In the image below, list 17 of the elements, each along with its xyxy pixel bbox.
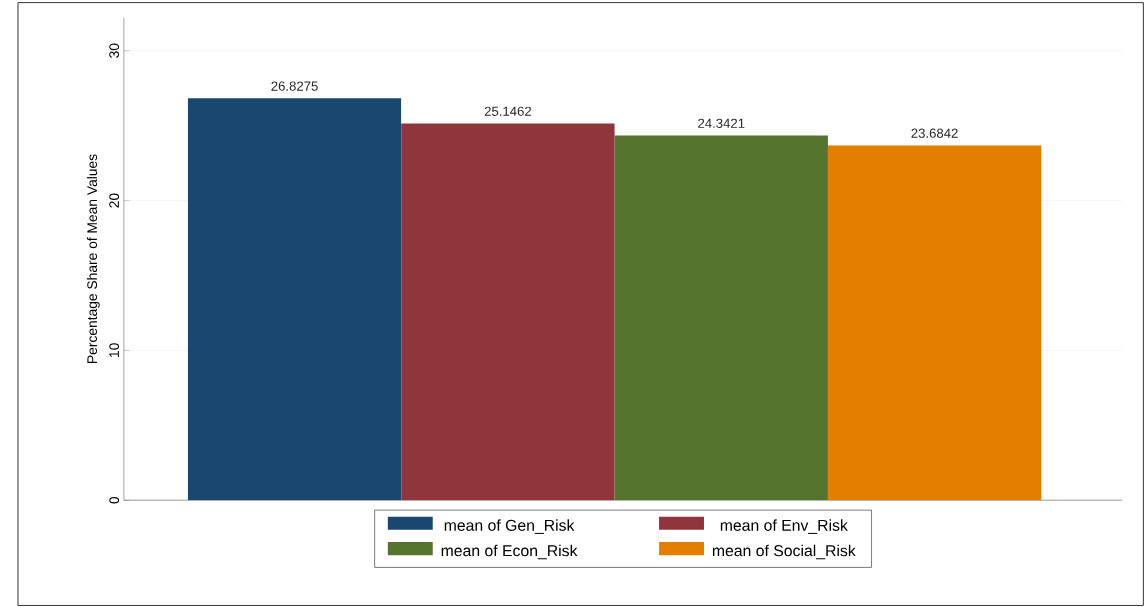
y-tick-label: 30 [109,43,120,58]
y-axis-title: Percentage Share of Mean Values [86,154,100,364]
bar [827,145,1042,501]
y-tick-label: 10 [109,343,120,358]
data-label: 24.3421 [698,118,745,129]
bar [614,135,828,501]
bar [187,98,402,501]
data-label: 23.6842 [911,128,958,138]
legend-label: mean of Env_Risk [720,519,848,535]
legend-label: mean of Econ_Risk [441,544,578,560]
bar [401,123,615,501]
y-tick-label: 20 [109,193,120,208]
legend-label: mean of Social_Risk [712,544,856,560]
data-label: 26.8275 [271,81,318,91]
data-label: 25.1462 [484,106,532,117]
y-tick-label: 0 [109,497,120,504]
legend-label: mean of Gen_Risk [444,519,575,535]
